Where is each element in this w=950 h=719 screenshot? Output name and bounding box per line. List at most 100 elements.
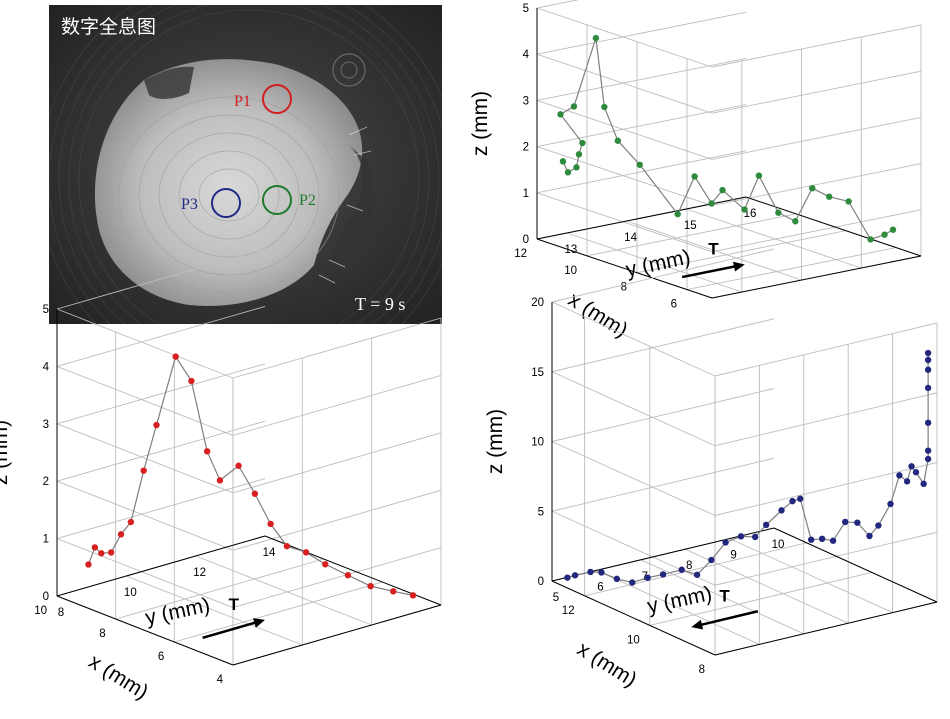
grid-line	[56, 363, 266, 425]
arrow-shaft	[698, 610, 759, 627]
grid-line	[126, 575, 303, 646]
hologram-title: 数字全息图	[61, 16, 156, 38]
grid-line	[536, 99, 713, 160]
data-point	[903, 478, 911, 485]
time-arrow: T	[691, 586, 759, 630]
data-point	[809, 184, 816, 192]
data-point	[875, 522, 882, 529]
grid-line	[232, 547, 442, 609]
z-tick-label: 3	[523, 95, 529, 107]
grid-line	[174, 581, 383, 643]
data-point	[896, 472, 903, 479]
grid-line	[711, 24, 922, 68]
data-point	[912, 469, 920, 476]
trajectory-line	[87, 355, 414, 596]
grid-line	[626, 220, 802, 281]
grid-line	[56, 535, 266, 597]
axis-line	[551, 580, 716, 656]
grid-line	[536, 104, 747, 148]
axis-frame	[551, 302, 938, 656]
data-point	[587, 568, 594, 576]
grid-line	[729, 538, 893, 614]
grid-line	[551, 248, 775, 303]
z-tick-label: 10	[531, 437, 544, 449]
grid-line	[711, 255, 922, 299]
data-point	[390, 588, 397, 595]
grid-line	[232, 604, 442, 666]
grid-line	[56, 595, 234, 666]
data-point	[719, 186, 726, 194]
x-tick-label: 12	[562, 605, 575, 617]
grid-line	[745, 196, 922, 257]
grid-line	[551, 510, 716, 586]
data-point	[251, 490, 259, 497]
arrow-head	[253, 618, 265, 628]
data-point	[924, 356, 932, 364]
grid-line	[714, 601, 938, 656]
data-point	[807, 536, 815, 543]
data-point	[127, 518, 135, 526]
y-tick-label: 16	[744, 208, 757, 220]
data-point	[107, 549, 115, 556]
grid-line	[56, 538, 234, 609]
time-arrow-label: T	[229, 595, 240, 614]
axis-line	[56, 535, 266, 597]
grid-line	[536, 192, 713, 253]
hologram-svg: P1 P2 P3 数字全息图 T = 9 s	[49, 5, 442, 324]
grid-line	[551, 527, 775, 582]
data-point	[557, 111, 564, 118]
grid-line	[232, 374, 442, 436]
data-point	[140, 467, 147, 474]
grid-line	[596, 569, 760, 645]
grid-line	[232, 432, 442, 494]
grid-line	[551, 318, 775, 373]
data-point	[691, 173, 698, 180]
data-point	[842, 518, 849, 526]
marker-p2	[262, 185, 292, 215]
z-tick-label: 1	[43, 534, 49, 546]
grid-line	[56, 480, 234, 551]
data-point	[920, 480, 927, 488]
data-point	[559, 158, 567, 165]
z-tick-label: 5	[523, 3, 529, 15]
gridlines	[551, 248, 938, 656]
x-tick-label: 6	[158, 651, 164, 663]
y-tick-label: 13	[564, 244, 577, 256]
grid-line	[714, 322, 938, 377]
data-point	[592, 34, 600, 42]
grid-line	[711, 163, 922, 207]
x-tick-label: 10	[34, 605, 47, 617]
y-tick-label: 5	[553, 592, 559, 604]
data-point	[722, 539, 729, 546]
x-tick-label: 12	[514, 248, 527, 260]
data-point	[91, 544, 99, 551]
data-point	[741, 206, 748, 213]
data-point	[579, 139, 586, 147]
grid-line	[640, 559, 804, 635]
grid-line	[551, 388, 775, 442]
z-axis-label: z (mm)	[469, 91, 492, 156]
data-point	[636, 161, 643, 168]
grid-line	[536, 196, 747, 240]
grid-line	[536, 238, 713, 299]
grid-line	[536, 0, 580, 9]
data-point	[829, 537, 837, 544]
axis-line	[232, 604, 442, 666]
grid-line	[551, 580, 716, 656]
data-point	[235, 462, 242, 469]
data-point	[778, 507, 785, 514]
data-point	[203, 448, 211, 455]
x-tick-label: 10	[564, 265, 577, 277]
data-point	[659, 571, 667, 578]
z-tick-label: 4	[43, 361, 50, 373]
marker-p3	[211, 188, 241, 218]
data-point	[924, 447, 932, 454]
data-point	[573, 164, 580, 171]
data-points	[557, 34, 897, 243]
grid-line	[56, 420, 266, 482]
grid-line	[686, 208, 862, 269]
grid-line	[551, 301, 716, 377]
z-tick-label: 20	[531, 297, 544, 309]
data-point	[564, 169, 572, 176]
